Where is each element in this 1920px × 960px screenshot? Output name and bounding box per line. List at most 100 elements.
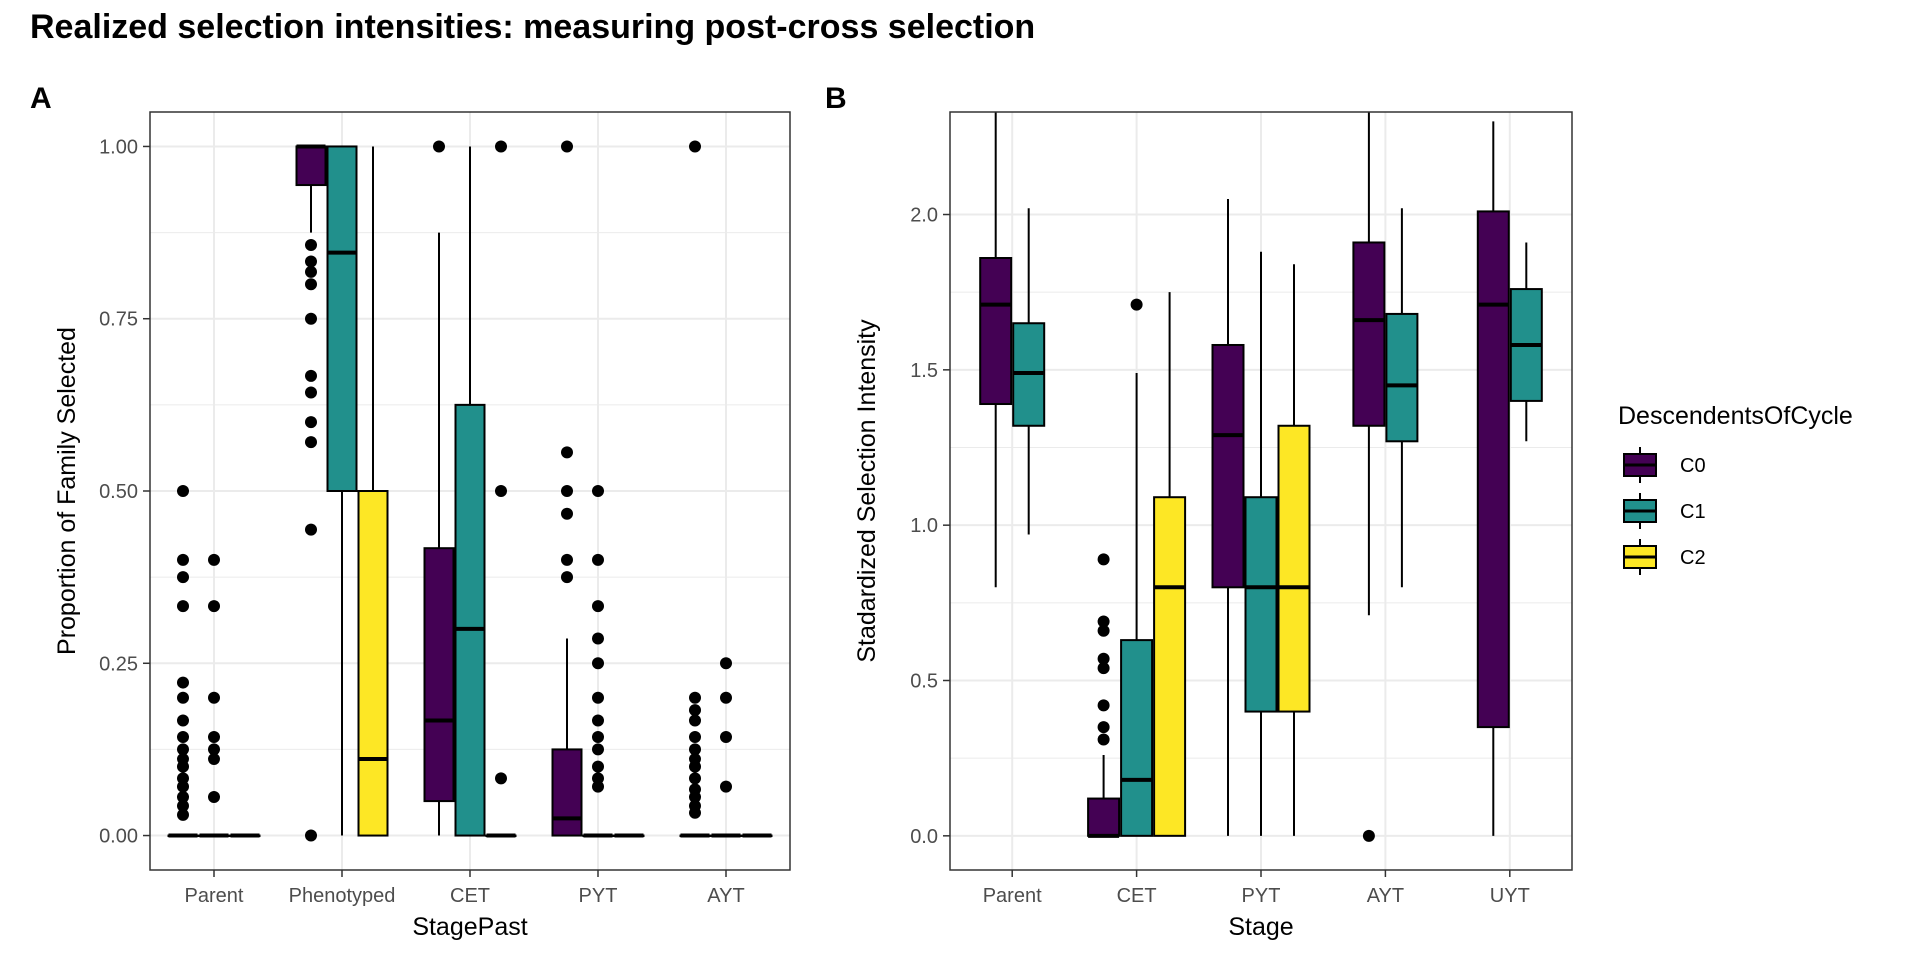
panel-a: 0.00 0.25 0.50 0.75 1.00 Parent Phenotyped CET P… bbox=[30, 82, 791, 941]
outlier-point bbox=[689, 806, 701, 819]
outlier-point bbox=[495, 485, 507, 497]
box-phenotyped-c0 bbox=[295, 144, 327, 842]
x-tick-label: PYT bbox=[1242, 885, 1281, 907]
outlier-point bbox=[305, 369, 317, 382]
x-tick-label: Parent bbox=[983, 885, 1042, 907]
outlier-point bbox=[561, 485, 573, 497]
y-tick-label: 1.0 bbox=[910, 515, 938, 537]
outlier-point bbox=[689, 731, 701, 744]
box-cet-c0 bbox=[1087, 553, 1121, 838]
box-body bbox=[1211, 343, 1245, 589]
outlier-point bbox=[177, 743, 189, 756]
outlier-point bbox=[720, 731, 732, 744]
box-ayt-c1 bbox=[710, 657, 742, 838]
outlier-point bbox=[720, 780, 732, 793]
outlier-point bbox=[1130, 298, 1143, 311]
outlier-point bbox=[1097, 553, 1110, 566]
x-axis-title: Stage bbox=[1228, 913, 1293, 941]
outlier-point bbox=[177, 780, 189, 793]
y-tick-label: 0.00 bbox=[99, 826, 138, 848]
panel-b: 0.0 0.5 1.0 1.5 2.0 Parent CET PYT AYT UYT Stage St… bbox=[825, 82, 1573, 941]
box-body bbox=[423, 547, 455, 803]
box-body bbox=[979, 257, 1013, 406]
outlier-point bbox=[495, 140, 507, 153]
outlier-point bbox=[1097, 624, 1110, 637]
box-cet-c2 bbox=[1153, 292, 1187, 837]
outlier-point bbox=[689, 714, 701, 727]
y-tick-label: 0.25 bbox=[99, 653, 138, 675]
outlier-point bbox=[305, 436, 317, 449]
box-ayt-c0 bbox=[679, 140, 711, 838]
outlier-point bbox=[1097, 662, 1110, 675]
panel-tag: B bbox=[825, 82, 847, 115]
box-cet-c1 bbox=[1120, 298, 1154, 837]
x-tick-label: AYT bbox=[707, 885, 744, 907]
outlier-point bbox=[689, 704, 701, 717]
box-body bbox=[454, 403, 486, 837]
box-uyt-c0 bbox=[1476, 121, 1510, 836]
box-body bbox=[1277, 424, 1311, 713]
box-ayt-c1 bbox=[1385, 208, 1419, 588]
outlier-point bbox=[177, 553, 189, 566]
outlier-point bbox=[177, 760, 189, 773]
outlier-point bbox=[177, 808, 189, 821]
box-pyt-c2 bbox=[613, 833, 645, 838]
outlier-point bbox=[689, 772, 701, 785]
outlier-point bbox=[1097, 615, 1110, 628]
legend-label-c0: C0 bbox=[1680, 455, 1706, 477]
box-ayt-c2 bbox=[741, 833, 773, 838]
y-axis-title: Proportion of Family Selected bbox=[53, 327, 81, 655]
x-tick-label: CET bbox=[450, 885, 490, 907]
outlier-point bbox=[592, 485, 604, 497]
x-tick-label: AYT bbox=[1367, 885, 1404, 907]
outlier-point bbox=[305, 265, 317, 278]
outlier-point bbox=[561, 446, 573, 459]
box-pyt-c2 bbox=[1277, 264, 1311, 836]
outlier-point bbox=[1097, 721, 1110, 734]
outlier-point bbox=[689, 691, 701, 704]
legend-key-c0 bbox=[1623, 447, 1657, 483]
x-tick-label: PYT bbox=[579, 885, 618, 907]
box-pyt-c1 bbox=[1244, 251, 1278, 836]
y-tick-label: 1.00 bbox=[99, 136, 138, 158]
outlier-point bbox=[592, 772, 604, 785]
box-phenotyped-c1 bbox=[326, 145, 358, 836]
panel-tag: A bbox=[30, 82, 52, 115]
outlier-point bbox=[305, 416, 317, 429]
box-cet-c0 bbox=[423, 140, 455, 836]
legend-key-c1 bbox=[1623, 493, 1657, 529]
outlier-point bbox=[1362, 829, 1375, 842]
outlier-point bbox=[592, 632, 604, 645]
box-parent-c2 bbox=[229, 833, 261, 838]
outlier-point bbox=[208, 753, 220, 766]
outlier-point bbox=[208, 600, 220, 613]
legend-label-c1: C1 bbox=[1680, 501, 1706, 523]
outlier-point bbox=[305, 238, 317, 251]
box-body bbox=[1244, 496, 1278, 713]
legend-title: DescendentsOfCycle bbox=[1618, 402, 1853, 430]
outlier-point bbox=[208, 691, 220, 704]
box-body bbox=[1352, 241, 1386, 427]
outlier-point bbox=[177, 799, 189, 812]
outlier-point bbox=[689, 790, 701, 803]
box-body bbox=[357, 490, 389, 837]
box-body bbox=[1120, 639, 1154, 837]
outlier-point bbox=[305, 255, 317, 268]
outlier-point bbox=[1097, 652, 1110, 665]
outlier-point bbox=[177, 600, 189, 613]
outlier-point bbox=[177, 714, 189, 727]
y-tick-label: 1.5 bbox=[910, 360, 938, 382]
outlier-point bbox=[305, 523, 317, 536]
outlier-point bbox=[689, 743, 701, 756]
outlier-point bbox=[592, 731, 604, 744]
legend: DescendentsOfCycle C0 C1 C2 bbox=[1618, 402, 1853, 575]
box-body bbox=[1087, 797, 1121, 837]
outlier-point bbox=[305, 386, 317, 399]
outlier-point bbox=[208, 731, 220, 744]
x-tick-label: Parent bbox=[185, 885, 244, 907]
box-cet-c1 bbox=[454, 146, 486, 837]
x-axis-title: StagePast bbox=[412, 913, 527, 941]
outlier-point bbox=[689, 140, 701, 153]
outlier-point bbox=[208, 790, 220, 803]
outlier-point bbox=[561, 571, 573, 584]
